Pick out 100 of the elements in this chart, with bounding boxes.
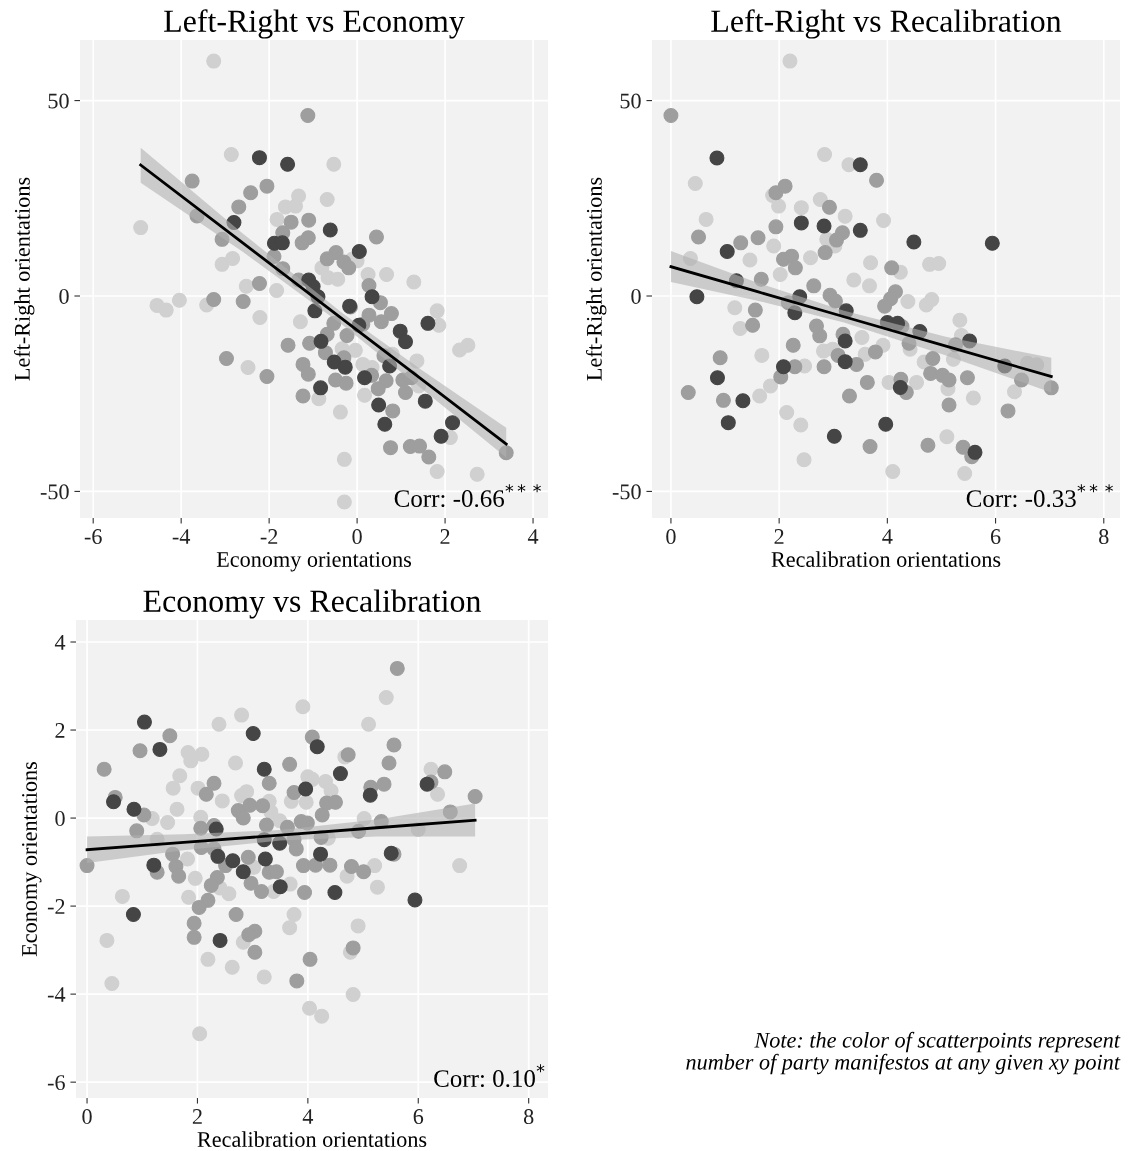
point bbox=[691, 229, 707, 245]
point bbox=[269, 283, 285, 299]
point bbox=[295, 388, 311, 404]
point bbox=[377, 416, 393, 432]
point bbox=[251, 275, 267, 291]
point bbox=[256, 761, 272, 777]
point bbox=[859, 374, 875, 390]
point bbox=[419, 776, 435, 792]
point bbox=[280, 156, 296, 172]
point bbox=[243, 185, 259, 201]
point bbox=[252, 309, 268, 325]
point bbox=[912, 324, 928, 340]
point bbox=[355, 356, 371, 372]
x-tick-label: 4 bbox=[302, 1109, 314, 1124]
point bbox=[959, 370, 975, 386]
point bbox=[803, 250, 819, 266]
point bbox=[257, 851, 273, 867]
point bbox=[709, 370, 725, 386]
point bbox=[214, 231, 230, 247]
point bbox=[272, 835, 288, 851]
point bbox=[852, 157, 868, 173]
point bbox=[967, 444, 983, 460]
point bbox=[298, 781, 314, 797]
y-axis-title: Left-Right orientations bbox=[13, 177, 35, 381]
point bbox=[909, 374, 925, 390]
point bbox=[371, 397, 387, 413]
annotation: Corr: -0.33$^{***}$ bbox=[966, 484, 1113, 508]
point bbox=[368, 229, 384, 245]
point bbox=[984, 235, 1000, 251]
point bbox=[421, 449, 437, 465]
point bbox=[827, 293, 843, 309]
point bbox=[210, 848, 226, 864]
point bbox=[712, 350, 728, 366]
point bbox=[225, 250, 241, 266]
point bbox=[409, 353, 425, 369]
point bbox=[337, 359, 353, 375]
point bbox=[826, 428, 842, 444]
point bbox=[158, 302, 174, 318]
point bbox=[420, 315, 436, 331]
point bbox=[890, 315, 906, 331]
point bbox=[837, 333, 853, 349]
point bbox=[846, 272, 862, 288]
x-axis-title: Recalibration orientations bbox=[197, 1131, 427, 1147]
line-series bbox=[669, 265, 1053, 378]
point bbox=[867, 344, 883, 360]
point bbox=[429, 463, 445, 479]
point bbox=[397, 334, 413, 350]
point bbox=[808, 318, 824, 334]
point bbox=[338, 375, 354, 391]
point bbox=[362, 787, 378, 803]
point bbox=[251, 150, 267, 166]
point bbox=[1043, 380, 1059, 396]
point bbox=[680, 385, 696, 401]
point bbox=[821, 199, 837, 215]
y-tick-label: 4 bbox=[54, 635, 66, 650]
point bbox=[301, 212, 317, 228]
chart-title: Left-Right vs Recalibration bbox=[711, 9, 1062, 39]
point bbox=[924, 292, 940, 308]
y-tick-label: -6 bbox=[47, 1075, 65, 1091]
point bbox=[772, 267, 788, 283]
point bbox=[300, 107, 316, 123]
chart-title: Left-Right vs Economy bbox=[164, 9, 465, 39]
y-tick-label: 0 bbox=[631, 288, 641, 304]
point bbox=[884, 260, 900, 276]
point bbox=[378, 373, 394, 389]
x-tick-label: -2 bbox=[260, 529, 278, 544]
point bbox=[854, 329, 870, 345]
point bbox=[300, 366, 316, 382]
y-axis-title: Left-Right orientations bbox=[585, 177, 607, 381]
point bbox=[429, 303, 445, 319]
text: Note: the color of scatterpoints represent bbox=[754, 1031, 1121, 1053]
x-tick-label: 0 bbox=[82, 1109, 92, 1125]
point bbox=[941, 372, 957, 388]
point bbox=[735, 393, 751, 409]
point bbox=[126, 801, 142, 817]
x-axis-title: Recalibration orientations bbox=[771, 551, 1001, 567]
point bbox=[272, 879, 288, 895]
point bbox=[941, 397, 957, 413]
x-tick-label: 0 bbox=[666, 529, 676, 545]
point bbox=[925, 351, 941, 367]
point bbox=[309, 739, 325, 755]
point bbox=[689, 289, 705, 305]
point bbox=[1000, 403, 1016, 419]
x-tick-label: 2 bbox=[774, 529, 784, 544]
point bbox=[307, 303, 323, 319]
x-tick-label: -6 bbox=[84, 529, 102, 545]
point bbox=[754, 347, 770, 363]
x-tick-label: 6 bbox=[413, 1109, 424, 1125]
point bbox=[733, 235, 749, 251]
point bbox=[498, 445, 514, 461]
point bbox=[877, 298, 893, 314]
point bbox=[816, 359, 832, 375]
point bbox=[283, 214, 299, 230]
point bbox=[379, 267, 395, 283]
point bbox=[817, 245, 833, 261]
point bbox=[152, 741, 168, 757]
point bbox=[785, 337, 801, 353]
point bbox=[322, 222, 338, 238]
point bbox=[433, 428, 449, 444]
point bbox=[892, 379, 908, 395]
